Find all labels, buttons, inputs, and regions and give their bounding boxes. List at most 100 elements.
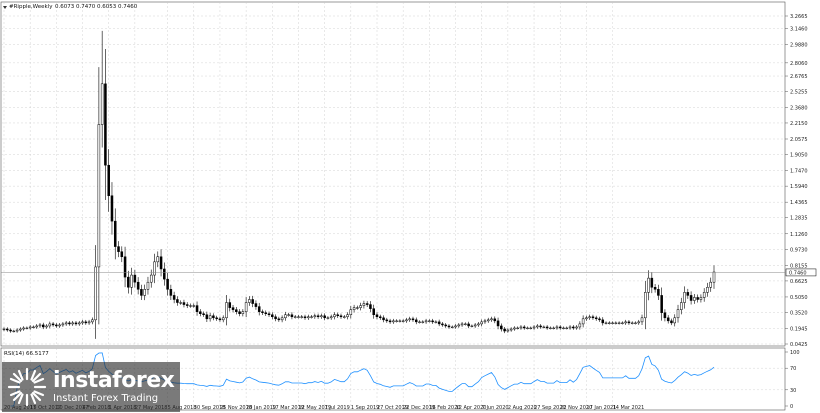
- candle-body: [248, 299, 251, 303]
- price-tick-label: 3.2665: [790, 14, 808, 20]
- candle-body: [264, 312, 268, 314]
- candle-body: [496, 320, 500, 327]
- time-tick-label: 20 Jan 2019: [246, 405, 276, 411]
- candle-body: [470, 325, 474, 327]
- price-tick-label: 1.5940: [790, 184, 808, 190]
- candle-body: [189, 305, 192, 307]
- candle-body: [41, 324, 45, 328]
- candle-body: [480, 321, 483, 325]
- candle-body: [94, 266, 97, 321]
- candle-body: [182, 302, 186, 305]
- candle-body: [91, 319, 94, 323]
- candle-body: [61, 323, 65, 326]
- candle-body: [385, 319, 389, 322]
- candle-body: [38, 324, 42, 327]
- candle-body: [529, 327, 533, 330]
- candle-body: [84, 321, 88, 324]
- price-tick-label: 0.0425: [790, 342, 808, 348]
- candle-body: [218, 318, 222, 321]
- candle-body: [143, 289, 146, 296]
- candle-body: [333, 314, 336, 318]
- last-price-box: [785, 268, 817, 277]
- candle-body: [450, 326, 454, 329]
- logo-tagline: Instant Forex Trading: [53, 392, 159, 404]
- candle-body: [9, 329, 12, 332]
- candle-body: [146, 281, 150, 290]
- time-tick-label: 14 Mar 2021: [613, 405, 645, 411]
- candle-body: [536, 325, 539, 328]
- candle-body: [575, 326, 578, 329]
- candle-body: [64, 322, 68, 325]
- rsi-tick-label: 70: [790, 366, 796, 372]
- candle-body: [163, 268, 166, 280]
- candle-body: [509, 328, 513, 331]
- price-tick-label: 1.7470: [790, 169, 808, 175]
- candle-body: [369, 304, 372, 309]
- price-tick-label: 2.9880: [790, 42, 808, 48]
- rsi-tick-label: 100: [790, 350, 800, 356]
- candle-body: [379, 316, 382, 319]
- candle-body: [244, 302, 248, 312]
- candle-body: [617, 322, 621, 324]
- candle-body: [25, 327, 29, 330]
- candle-body: [261, 311, 264, 313]
- candle-body: [117, 246, 120, 252]
- price-tick-label: 1.1260: [790, 232, 808, 238]
- candle-body: [513, 327, 516, 330]
- candle-body: [159, 256, 163, 270]
- candle-body: [405, 319, 408, 322]
- candle-body: [352, 307, 356, 310]
- candle-body: [6, 328, 9, 331]
- candle-body: [310, 316, 313, 318]
- candle-body: [464, 323, 467, 325]
- candle-body: [477, 323, 480, 326]
- candle-body: [572, 326, 575, 329]
- candle-body: [231, 307, 235, 310]
- main-pane-frame: [0, 1, 786, 347]
- candle-body: [581, 318, 585, 325]
- price-tick-label: 1.2835: [790, 216, 808, 222]
- candle-body: [503, 328, 506, 332]
- time-tick-label: 22 Dec 2019: [403, 405, 435, 411]
- candle-body: [235, 309, 238, 312]
- time-tick-label: 1 Sep 2019: [351, 405, 380, 411]
- candle-body: [545, 326, 549, 329]
- candle-body: [634, 322, 637, 324]
- candle-body: [594, 317, 598, 320]
- candle-body: [130, 274, 133, 288]
- candle-body: [221, 317, 225, 321]
- price-tick-label: 2.0575: [790, 137, 808, 143]
- candle-body: [12, 330, 16, 333]
- candle-body: [637, 321, 641, 324]
- candle-body: [447, 325, 451, 328]
- candle-body: [195, 305, 199, 312]
- candle-body: [238, 311, 241, 314]
- candle-body: [401, 320, 405, 322]
- candle-body: [473, 324, 477, 327]
- candle-body: [241, 311, 245, 314]
- time-tick-label: 27 Sep 2020: [534, 405, 566, 411]
- time-tick-label: 16 Feb 2020: [429, 405, 460, 411]
- candle-body: [444, 324, 447, 327]
- candle-body: [133, 274, 137, 283]
- price-tick-label: 1.4365: [790, 200, 808, 206]
- candle-body: [372, 308, 375, 316]
- candle-body: [313, 315, 317, 318]
- chart-menu-icon[interactable]: [3, 6, 7, 9]
- candle-body: [113, 220, 117, 247]
- candle-body: [604, 322, 608, 324]
- candle-body: [329, 316, 333, 319]
- price-tick-label: 0.6625: [790, 279, 808, 285]
- rsi-tick-label: 30: [790, 388, 796, 394]
- candle-body: [169, 289, 173, 296]
- candle-body: [706, 287, 709, 293]
- candle-body: [156, 256, 160, 263]
- candle-body: [500, 325, 503, 330]
- candle-body: [431, 320, 434, 323]
- candle-body: [591, 316, 595, 319]
- time-tick-label: 7 Jun 2020: [482, 405, 509, 411]
- candle-body: [215, 317, 218, 320]
- candle-body: [398, 320, 402, 322]
- candle-body: [680, 302, 683, 310]
- candle-body: [522, 326, 526, 329]
